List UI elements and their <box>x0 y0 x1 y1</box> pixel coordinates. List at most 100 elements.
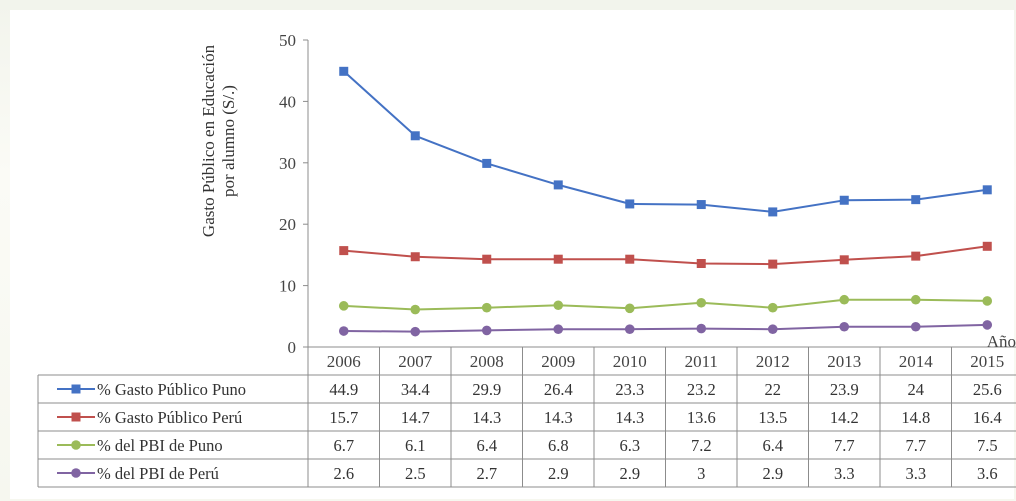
data-point <box>911 251 921 261</box>
table-cell-value: 3.3 <box>834 464 855 483</box>
axes <box>303 39 309 348</box>
table-cell-value: 44.9 <box>329 380 358 399</box>
table-cell-value: 23.3 <box>615 380 644 399</box>
data-point <box>553 324 564 334</box>
legend-key-marker <box>71 412 81 422</box>
table-cell-value: 7.7 <box>834 436 855 455</box>
x-tick-label: 2011 <box>685 352 718 371</box>
legend-key-marker <box>71 468 81 478</box>
data-point <box>482 158 492 168</box>
x-tick-label: 2013 <box>827 352 861 371</box>
data-point <box>839 294 850 305</box>
x-tick-label: 2010 <box>613 352 647 371</box>
x-tick-label: 2006 <box>327 352 361 371</box>
table-cell-value: 16.4 <box>973 408 1002 427</box>
series-line <box>343 323 988 333</box>
x-axis-label: Año <box>987 332 1016 351</box>
data-point <box>768 259 778 269</box>
table-cell-value: 6.3 <box>619 436 640 455</box>
data-point <box>911 195 921 205</box>
table-cell-value: 3.3 <box>905 464 926 483</box>
table-cell-value: 15.7 <box>329 408 358 427</box>
table-cell-value: 14.2 <box>830 408 859 427</box>
data-point <box>696 323 707 334</box>
legend-series-name: % del PBI de Puno <box>97 436 223 455</box>
table-cell-value: 14.3 <box>615 408 644 427</box>
data-point <box>553 300 564 311</box>
data-point <box>696 200 706 210</box>
x-tick-label: 2014 <box>899 352 934 371</box>
legend-series-name: % Gasto Público Perú <box>97 408 242 427</box>
data-point <box>553 254 563 264</box>
data-point <box>338 326 349 336</box>
data-point <box>696 258 706 268</box>
table-cell-value: 3 <box>697 464 705 483</box>
data-point <box>339 246 349 256</box>
legend-series-name: % Gasto Público Puno <box>97 380 246 399</box>
y-tick-label: 30 <box>279 154 296 173</box>
series-lines <box>338 66 993 337</box>
data-point <box>481 325 492 336</box>
legend-series-name: % del PBI de Perú <box>97 464 219 483</box>
y-tick-label: 10 <box>279 277 296 296</box>
x-tick-label: 2009 <box>541 352 575 371</box>
data-table: 2006 2007 2008 2009 2010 2011 2012 2013 2014 2015… <box>37 346 1016 488</box>
data-point <box>625 199 635 209</box>
table-cell-value: 14.3 <box>472 408 501 427</box>
x-tick-label: 2008 <box>470 352 504 371</box>
legend-key-marker <box>71 384 81 394</box>
y-tick-label: 0 <box>288 338 297 357</box>
table-cell-value: 2.6 <box>333 464 354 483</box>
table-cell-value: 22 <box>765 380 782 399</box>
table-cell-value: 29.9 <box>472 380 501 399</box>
data-point <box>625 254 635 264</box>
data-point <box>338 301 349 311</box>
table-cell-value: 6.7 <box>333 436 354 455</box>
data-point <box>481 302 492 313</box>
data-point <box>910 321 921 332</box>
data-point <box>696 297 707 308</box>
data-point <box>982 296 993 306</box>
y-tick-labels: 0 10 20 30 40 50 <box>279 31 296 357</box>
series-line <box>343 245 988 266</box>
table-cell-value: 2.5 <box>405 464 426 483</box>
series-line <box>343 70 988 213</box>
table-cell-value: 13.6 <box>687 408 716 427</box>
data-point <box>410 304 421 315</box>
table-cell-value: 14.7 <box>401 408 430 427</box>
table-cell-value: 26.4 <box>544 380 573 399</box>
table-cell-value: 23.9 <box>830 380 859 399</box>
data-point <box>767 324 778 334</box>
table-cell-value: 6.4 <box>762 436 783 455</box>
chart-frame <box>10 10 1014 499</box>
table-cell-value: 14.8 <box>901 408 930 427</box>
table-cell-value: 23.2 <box>687 380 716 399</box>
x-tick-label: 2007 <box>398 352 433 371</box>
data-point <box>624 303 635 314</box>
table-cell-value: 14.3 <box>544 408 573 427</box>
table-cell-value: 6.4 <box>476 436 497 455</box>
legend-key-marker <box>71 440 81 450</box>
y-tick-label: 40 <box>279 92 296 111</box>
data-point <box>410 252 420 262</box>
table-cell-value: 2.9 <box>762 464 783 483</box>
data-point <box>982 185 992 195</box>
table-cell-value: 25.6 <box>973 380 1002 399</box>
table-cell-value: 6.8 <box>548 436 569 455</box>
series-line <box>343 298 988 311</box>
table-cell-value: 6.1 <box>405 436 426 455</box>
table-cell-value: 13.5 <box>758 408 787 427</box>
data-point <box>482 254 492 264</box>
y-axis-label-line2: por alumno (S/.) <box>219 85 238 197</box>
data-point <box>624 324 635 334</box>
y-tick-label: 50 <box>279 31 296 50</box>
data-point <box>839 255 849 265</box>
data-point <box>768 207 778 217</box>
data-point <box>910 294 921 305</box>
data-point <box>410 131 420 141</box>
table-cell-value: 2.7 <box>476 464 497 483</box>
data-point <box>982 241 992 251</box>
data-point <box>982 320 993 330</box>
table-cell-value: 24 <box>908 380 925 399</box>
